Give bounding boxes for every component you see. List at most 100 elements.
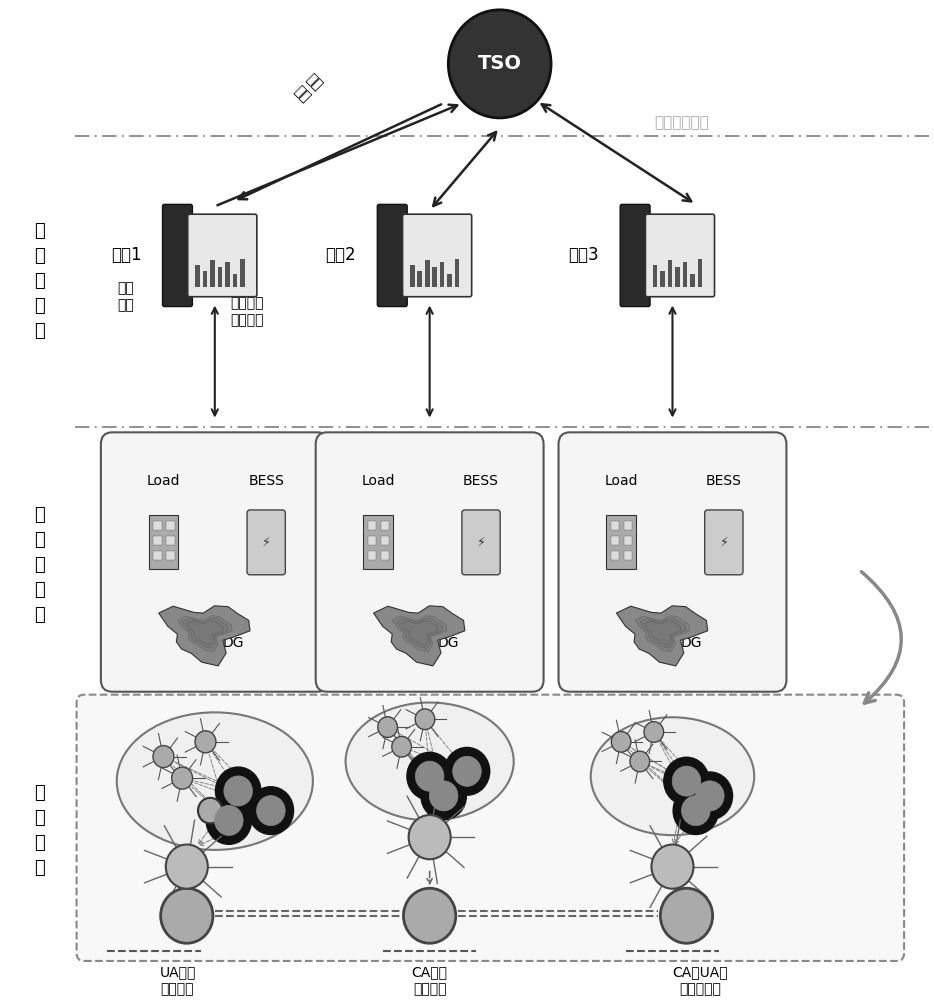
Text: BESS: BESS bbox=[706, 474, 742, 488]
Circle shape bbox=[195, 731, 216, 753]
Polygon shape bbox=[187, 621, 223, 645]
Bar bbox=[381, 551, 389, 560]
Bar bbox=[624, 536, 632, 545]
Bar bbox=[440, 262, 445, 287]
FancyBboxPatch shape bbox=[559, 432, 786, 692]
Text: 交互能源平台: 交互能源平台 bbox=[655, 115, 709, 130]
Bar bbox=[240, 259, 245, 287]
FancyBboxPatch shape bbox=[316, 432, 544, 692]
Bar bbox=[218, 267, 222, 287]
Bar bbox=[381, 536, 389, 545]
Bar bbox=[624, 521, 632, 530]
Bar bbox=[675, 267, 680, 287]
Circle shape bbox=[660, 888, 713, 943]
Text: CA间的
通信连线: CA间的 通信连线 bbox=[412, 965, 447, 996]
Circle shape bbox=[696, 781, 724, 811]
Text: 集群1: 集群1 bbox=[111, 246, 141, 264]
Text: ⚡: ⚡ bbox=[476, 536, 486, 549]
Bar bbox=[653, 265, 658, 287]
Polygon shape bbox=[159, 606, 250, 666]
Circle shape bbox=[377, 717, 398, 737]
Bar bbox=[166, 551, 175, 560]
Circle shape bbox=[682, 796, 710, 826]
Circle shape bbox=[161, 888, 213, 943]
Text: UA间的
通信连线: UA间的 通信连线 bbox=[160, 965, 195, 996]
Text: BESS: BESS bbox=[248, 474, 284, 488]
Polygon shape bbox=[635, 616, 690, 652]
FancyBboxPatch shape bbox=[247, 510, 286, 575]
Polygon shape bbox=[402, 621, 438, 645]
Circle shape bbox=[153, 746, 174, 768]
Bar bbox=[210, 260, 215, 287]
Circle shape bbox=[673, 787, 718, 834]
FancyBboxPatch shape bbox=[645, 214, 715, 297]
FancyBboxPatch shape bbox=[163, 204, 192, 307]
Bar bbox=[166, 536, 175, 545]
Bar bbox=[432, 267, 437, 287]
Bar bbox=[683, 262, 687, 287]
Circle shape bbox=[652, 845, 693, 889]
Bar bbox=[417, 271, 422, 287]
Bar bbox=[368, 551, 376, 560]
Bar bbox=[153, 551, 162, 560]
FancyBboxPatch shape bbox=[188, 214, 257, 297]
Circle shape bbox=[403, 888, 456, 943]
Circle shape bbox=[430, 781, 458, 811]
Bar bbox=[368, 536, 376, 545]
FancyBboxPatch shape bbox=[101, 432, 329, 692]
FancyBboxPatch shape bbox=[462, 510, 501, 575]
Bar bbox=[668, 260, 672, 287]
Text: Load: Load bbox=[147, 474, 180, 488]
Bar bbox=[203, 271, 207, 287]
FancyArrowPatch shape bbox=[861, 572, 901, 703]
Polygon shape bbox=[374, 606, 465, 666]
Bar bbox=[195, 265, 200, 287]
Text: ⚡: ⚡ bbox=[262, 536, 271, 549]
Circle shape bbox=[198, 798, 222, 823]
Polygon shape bbox=[182, 618, 228, 648]
Bar bbox=[233, 274, 237, 287]
Text: 协调
电价: 协调 电价 bbox=[118, 281, 134, 312]
Circle shape bbox=[407, 752, 452, 800]
Bar bbox=[368, 521, 376, 530]
Bar bbox=[225, 262, 230, 287]
Text: 集
群
自
治
层: 集 群 自 治 层 bbox=[34, 506, 45, 624]
FancyBboxPatch shape bbox=[705, 510, 743, 575]
Circle shape bbox=[216, 767, 261, 815]
Text: ⚡: ⚡ bbox=[719, 536, 729, 549]
Ellipse shape bbox=[117, 712, 313, 850]
Bar bbox=[611, 521, 619, 530]
Text: Load: Load bbox=[361, 474, 395, 488]
Circle shape bbox=[224, 776, 252, 806]
Text: 通
信
网
络: 通 信 网 络 bbox=[34, 784, 45, 877]
Polygon shape bbox=[392, 616, 447, 652]
Bar bbox=[149, 515, 178, 569]
Circle shape bbox=[215, 805, 243, 835]
Bar bbox=[606, 515, 636, 569]
Circle shape bbox=[687, 772, 732, 820]
Bar bbox=[690, 274, 695, 287]
Bar bbox=[455, 259, 460, 287]
Bar bbox=[381, 521, 389, 530]
Text: CA与UA间
的通信连线: CA与UA间 的通信连线 bbox=[672, 965, 729, 996]
Text: DG: DG bbox=[680, 636, 702, 650]
Bar bbox=[425, 260, 430, 287]
Circle shape bbox=[421, 772, 466, 820]
Bar bbox=[624, 551, 632, 560]
Circle shape bbox=[392, 736, 412, 757]
Text: 协
调
调
度
层: 协 调 调 度 层 bbox=[34, 222, 45, 340]
Polygon shape bbox=[616, 606, 708, 666]
Bar bbox=[363, 515, 393, 569]
FancyBboxPatch shape bbox=[77, 695, 904, 961]
Polygon shape bbox=[397, 618, 443, 648]
Circle shape bbox=[416, 709, 435, 730]
Circle shape bbox=[416, 761, 444, 791]
Text: Load: Load bbox=[604, 474, 638, 488]
Circle shape bbox=[409, 815, 451, 859]
Circle shape bbox=[445, 747, 489, 795]
Circle shape bbox=[612, 732, 631, 752]
Text: 调度
结果: 调度 结果 bbox=[291, 71, 325, 105]
Text: 功率方案
集群电价: 功率方案 集群电价 bbox=[231, 296, 264, 327]
Bar bbox=[447, 274, 452, 287]
Text: DG: DG bbox=[437, 636, 460, 650]
